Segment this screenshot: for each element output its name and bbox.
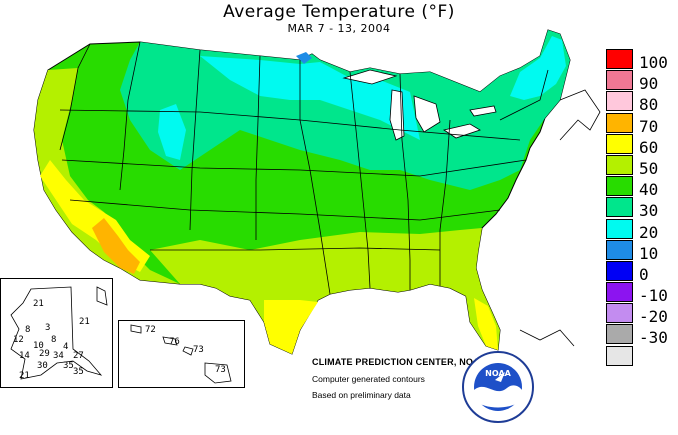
legend-level: 20 — [606, 218, 676, 242]
legend-swatch — [606, 282, 633, 303]
legend-swatch — [606, 133, 633, 154]
legend-label: 100 — [639, 53, 668, 72]
legend-level — [606, 345, 676, 366]
legend-level: 90 — [606, 69, 676, 94]
hawaii-value: 73 — [193, 345, 204, 355]
credit-center: CLIMATE PREDICTION CENTER, NOAA — [312, 357, 487, 367]
legend-label: 70 — [639, 116, 659, 136]
coastline — [559, 89, 601, 141]
legend-swatch — [606, 197, 633, 218]
hawaii-inset: 72 76 73 73 — [118, 320, 245, 388]
alaska-inset: 21 8 12 3 8 21 10 4 14 29 34 27 30 35 21… — [0, 278, 113, 388]
noaa-emblem-icon: NOAA — [462, 351, 534, 423]
alaska-value: 8 — [25, 325, 31, 335]
legend-swatch — [606, 218, 633, 239]
legend-level: 40 — [606, 175, 676, 200]
alaska-value: 34 — [53, 351, 64, 361]
legend-label: 80 — [639, 95, 659, 115]
legend-swatch — [606, 70, 633, 91]
noaa-logo-text: NOAA — [485, 369, 511, 378]
legend-level: 50 — [606, 154, 676, 178]
alaska-value: 8 — [51, 335, 57, 345]
hawaii-value: 72 — [145, 325, 156, 335]
hawaii-value: 76 — [169, 337, 180, 347]
legend-label: 40 — [639, 180, 659, 200]
legend-level: 10 — [606, 239, 676, 263]
legend-level: -20 — [606, 302, 676, 327]
noaa-logo: NOAA — [461, 350, 535, 424]
legend-swatch — [606, 239, 633, 260]
legend-swatch — [606, 260, 633, 281]
legend-level: 0 — [606, 260, 676, 284]
legend-level: 60 — [606, 133, 676, 157]
alaska-value: 29 — [39, 349, 50, 359]
legend-label: 0 — [639, 264, 649, 284]
legend-swatch — [606, 49, 633, 69]
alaska-value: 14 — [19, 351, 30, 361]
alaska-value: 21 — [33, 299, 44, 309]
alaska-value: 21 — [79, 317, 90, 327]
alaska-value: 3 — [45, 323, 51, 333]
legend-label: -10 — [639, 286, 668, 306]
legend-level: 30 — [606, 196, 676, 221]
temperature-legend: 100 90 80 70 60 50 40 30 20 10 0 -10 -20 -30 — [606, 48, 676, 366]
legend-label: 50 — [639, 158, 659, 178]
alaska-value: 4 — [63, 342, 69, 352]
legend-swatch — [606, 176, 633, 197]
alaska-value: 35 — [63, 361, 74, 371]
legend-label: -20 — [639, 307, 668, 327]
hawaii-map — [130, 324, 232, 384]
alaska-value: 27 — [73, 351, 84, 361]
hawaii-value: 73 — [215, 365, 226, 375]
legend-level: -30 — [606, 323, 676, 348]
legend-label: 90 — [639, 74, 659, 94]
alaska-value: 10 — [33, 341, 44, 351]
legend-swatch — [606, 303, 633, 324]
legend-label: 20 — [639, 222, 659, 242]
legend-label: 60 — [639, 137, 659, 157]
legend-label: -30 — [639, 328, 668, 348]
legend-level: 100 — [606, 48, 676, 72]
alaska-map — [10, 286, 108, 380]
state-borders — [59, 41, 549, 295]
map-title: Average Temperature (°F) — [223, 2, 455, 22]
alaska-value: 21 — [19, 371, 30, 381]
legend-label: 30 — [639, 201, 659, 221]
alaska-value: 35 — [73, 367, 84, 377]
legend-swatch — [606, 345, 633, 366]
legend-swatch — [606, 112, 633, 133]
legend-level: 80 — [606, 90, 676, 115]
credit-preliminary: Based on preliminary data — [312, 390, 411, 400]
alaska-value: 12 — [13, 335, 24, 345]
legend-label: 10 — [639, 243, 659, 263]
legend-swatch — [606, 91, 633, 112]
legend-level: -10 — [606, 281, 676, 306]
contour-fills — [33, 29, 571, 355]
legend-level: 70 — [606, 112, 676, 136]
date-range: MAR 7 - 13, 2004 — [287, 22, 391, 35]
alaska-value: 30 — [37, 361, 48, 371]
legend-swatch — [606, 154, 633, 175]
legend-swatch — [606, 324, 633, 345]
credit-contours: Computer generated contours — [312, 374, 425, 384]
